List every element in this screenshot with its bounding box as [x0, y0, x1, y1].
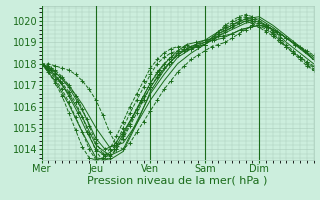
- X-axis label: Pression niveau de la mer( hPa ): Pression niveau de la mer( hPa ): [87, 176, 268, 186]
